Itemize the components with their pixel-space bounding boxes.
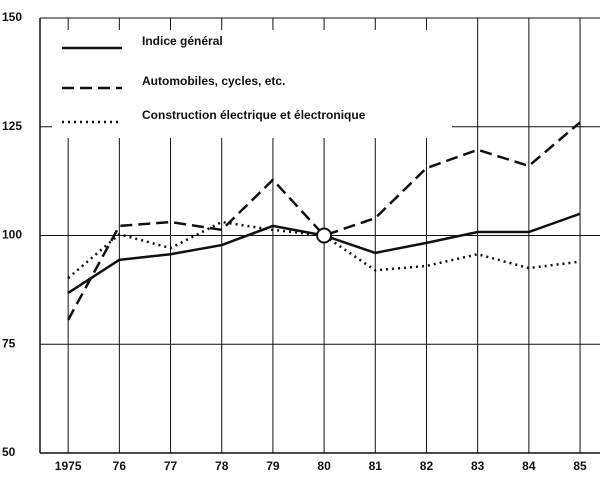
x-tick-label: 84 xyxy=(522,459,536,473)
base-marker xyxy=(316,227,333,244)
y-tick-label: 150 xyxy=(2,10,22,24)
x-tick-label: 82 xyxy=(420,459,434,473)
legend-label: Construction électrique et électronique xyxy=(142,108,366,122)
x-tick-label: 85 xyxy=(573,459,587,473)
y-tick-label: 50 xyxy=(2,445,16,459)
legend-label: Automobiles, cycles, etc. xyxy=(142,74,285,88)
x-tick-label: 79 xyxy=(266,459,280,473)
x-tick-label: 81 xyxy=(369,459,383,473)
x-tick-label: 76 xyxy=(113,459,127,473)
legend-label: Indice général xyxy=(142,34,223,48)
x-tick-label: 78 xyxy=(215,459,229,473)
y-tick-label: 125 xyxy=(2,119,22,133)
series-line xyxy=(67,220,581,280)
x-tick-label: 83 xyxy=(471,459,485,473)
x-tick-label: 1975 xyxy=(55,459,82,473)
x-tick-label: 77 xyxy=(164,459,178,473)
x-tick-label: 80 xyxy=(317,459,331,473)
y-tick-label: 100 xyxy=(2,228,22,242)
y-tick-label: 75 xyxy=(2,336,16,350)
